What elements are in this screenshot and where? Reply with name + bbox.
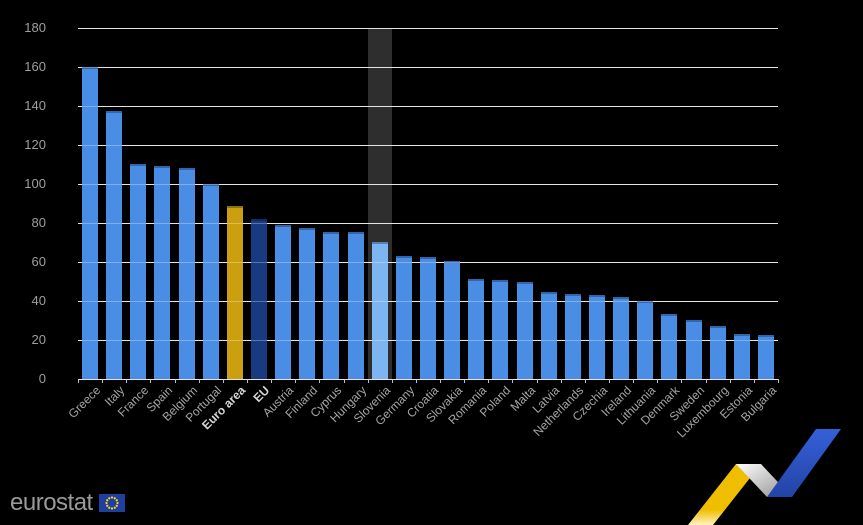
gridline-overlay	[78, 262, 778, 263]
gridline-overlay	[78, 67, 778, 68]
axis-tick	[319, 379, 321, 383]
axis-tick	[78, 379, 79, 383]
gridline-overlay	[78, 223, 778, 224]
bar-denmark[interactable]	[661, 313, 678, 379]
y-axis-label: 180	[24, 20, 46, 35]
gridline	[78, 379, 778, 380]
y-axis-label: 140	[24, 98, 46, 113]
axis-tick	[440, 379, 442, 383]
ribbon-yellow-segment	[688, 464, 761, 525]
bar-euro-area[interactable]	[226, 206, 243, 379]
y-axis-label: 160	[24, 59, 46, 74]
bar-slovenia[interactable]	[371, 241, 388, 379]
axis-tick	[536, 379, 538, 383]
axis-tick	[681, 379, 683, 383]
axis-tick	[415, 379, 417, 383]
bar-spain[interactable]	[154, 166, 171, 379]
y-axis-label: 40	[31, 293, 46, 308]
bar-romania[interactable]	[468, 278, 485, 379]
bar-eu[interactable]	[251, 219, 268, 379]
bar-malta[interactable]	[516, 281, 533, 379]
bar-greece[interactable]	[82, 67, 99, 379]
bar-belgium[interactable]	[178, 168, 195, 379]
axis-tick	[705, 379, 707, 383]
axis-tick	[464, 379, 466, 383]
axis-tick	[343, 379, 345, 383]
gridline-overlay	[78, 145, 778, 146]
eu-flag-stars	[105, 496, 119, 510]
gridline-overlay	[78, 379, 778, 380]
axis-tick	[512, 379, 514, 383]
bar-latvia[interactable]	[540, 292, 557, 379]
axis-tick	[584, 379, 586, 383]
axis-tick	[609, 379, 611, 383]
bar-finland[interactable]	[299, 227, 316, 379]
axis-tick	[560, 379, 562, 383]
bar-austria[interactable]	[275, 224, 292, 379]
bar-italy[interactable]	[106, 110, 123, 379]
eurostat-logo: eurostat	[10, 489, 125, 517]
gridline-overlay	[78, 340, 778, 341]
axis-tick	[367, 379, 369, 383]
axis-tick	[633, 379, 635, 383]
axis-tick	[102, 379, 104, 383]
gridline	[78, 28, 778, 29]
bar-germany[interactable]	[395, 256, 412, 379]
y-axis-label: 0	[38, 371, 46, 386]
eurostat-ribbon-logo	[688, 429, 841, 525]
bar-ireland[interactable]	[613, 297, 630, 379]
axis-tick	[729, 379, 731, 383]
gridline	[78, 223, 778, 224]
axis-tick	[657, 379, 659, 383]
bar-estonia[interactable]	[733, 334, 750, 379]
axis-tick	[246, 379, 248, 383]
axis-tick	[174, 379, 176, 383]
eurostat-wordmark: eurostat	[10, 489, 93, 516]
y-axis-label: 20	[31, 332, 46, 347]
axis-tick	[222, 379, 224, 383]
bar-poland[interactable]	[492, 279, 509, 379]
bar-slovakia[interactable]	[444, 261, 461, 379]
y-axis-label: 120	[24, 137, 46, 152]
bar-france[interactable]	[130, 163, 147, 379]
gridline-overlay	[78, 301, 778, 302]
gridline	[78, 67, 778, 68]
bar-czechia[interactable]	[588, 295, 605, 379]
bar-netherlands[interactable]	[564, 294, 581, 379]
bar-croatia[interactable]	[420, 257, 436, 379]
gridline	[78, 145, 778, 146]
bar-portugal[interactable]	[202, 184, 219, 379]
axis-tick	[271, 379, 273, 383]
bar-sweden[interactable]	[685, 319, 702, 379]
bar-cyprus[interactable]	[323, 231, 340, 379]
axis-tick	[126, 379, 128, 383]
axis-tick	[198, 379, 200, 383]
axis-tick	[295, 379, 297, 383]
bar-luxembourg[interactable]	[709, 326, 726, 379]
gridline-overlay	[78, 106, 778, 107]
bar-bulgaria[interactable]	[757, 335, 774, 379]
axis-tick	[778, 379, 779, 383]
y-axis-label: 60	[31, 254, 46, 269]
axis-tick	[488, 379, 490, 383]
bar-lithuania[interactable]	[637, 301, 654, 379]
gridline	[78, 106, 778, 107]
gridline-overlay	[78, 28, 778, 29]
y-axis-label: 100	[24, 176, 46, 191]
y-axis-label: 80	[31, 215, 46, 230]
gridline	[78, 184, 778, 185]
axis-tick	[150, 379, 152, 383]
eu-flag-icon	[98, 494, 125, 512]
axis-tick	[391, 379, 393, 383]
axis-tick	[753, 379, 755, 383]
gridline-overlay	[78, 184, 778, 185]
bar-hungary[interactable]	[347, 231, 364, 379]
plot-area	[78, 28, 778, 380]
ribbon-blue-segment	[767, 429, 841, 497]
